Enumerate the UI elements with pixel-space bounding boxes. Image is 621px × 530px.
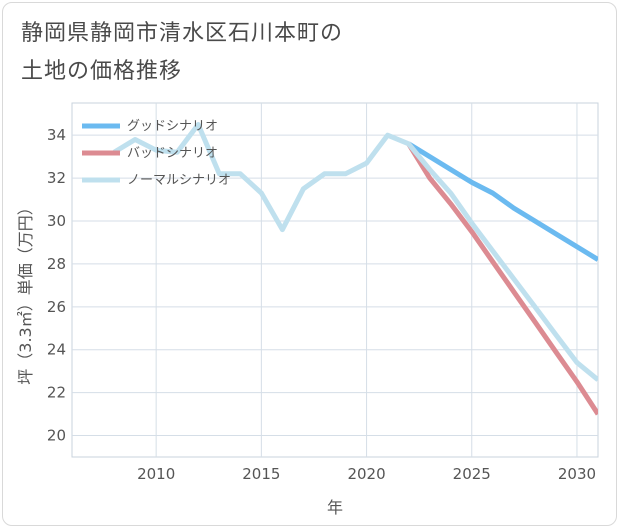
x-tick-label-2015: 2015 bbox=[242, 465, 280, 483]
legend-label-0: グッドシナリオ bbox=[127, 119, 218, 134]
chart-title: 静岡県静岡市清水区石川本町の 土地の価格推移 bbox=[21, 15, 441, 91]
plot-frame bbox=[71, 102, 599, 458]
y-tick-label-22: 22 bbox=[47, 384, 66, 402]
y-tick-label-28: 28 bbox=[47, 255, 66, 273]
y-tick-label-20: 20 bbox=[47, 427, 66, 445]
x-tick-label-2025: 2025 bbox=[453, 465, 491, 483]
y-tick-label-26: 26 bbox=[47, 298, 66, 316]
x-axis-label: 年 bbox=[327, 498, 343, 517]
series-line-0 bbox=[407, 141, 598, 262]
y-tick-label-34: 34 bbox=[47, 126, 66, 144]
chart-title-line-2: 土地の価格推移 bbox=[21, 59, 183, 84]
chart-title-line-1: 静岡県静岡市清水区石川本町の bbox=[21, 21, 344, 46]
x-tick-label-2010: 2010 bbox=[137, 465, 175, 483]
y-axis-label: 坪（3.3㎡）単価（万円） bbox=[16, 199, 35, 384]
series-line-2 bbox=[112, 122, 598, 382]
y-tick-label-30: 30 bbox=[47, 212, 66, 230]
x-tick-label-2020: 2020 bbox=[347, 465, 385, 483]
legend-label-1: バッドシナリオ bbox=[127, 146, 218, 161]
legend-label-2: ノーマルシナリオ bbox=[127, 173, 231, 188]
series-line-1 bbox=[406, 142, 598, 416]
series-lines bbox=[112, 122, 598, 416]
x-tick-label-2030: 2030 bbox=[558, 465, 596, 483]
y-tick-label-32: 32 bbox=[47, 169, 66, 187]
y-tick-label-24: 24 bbox=[47, 341, 66, 359]
tick-labels: 2010 2015 2020 2025 2030 20 22 24 26 28 30 32 34 bbox=[47, 126, 596, 483]
